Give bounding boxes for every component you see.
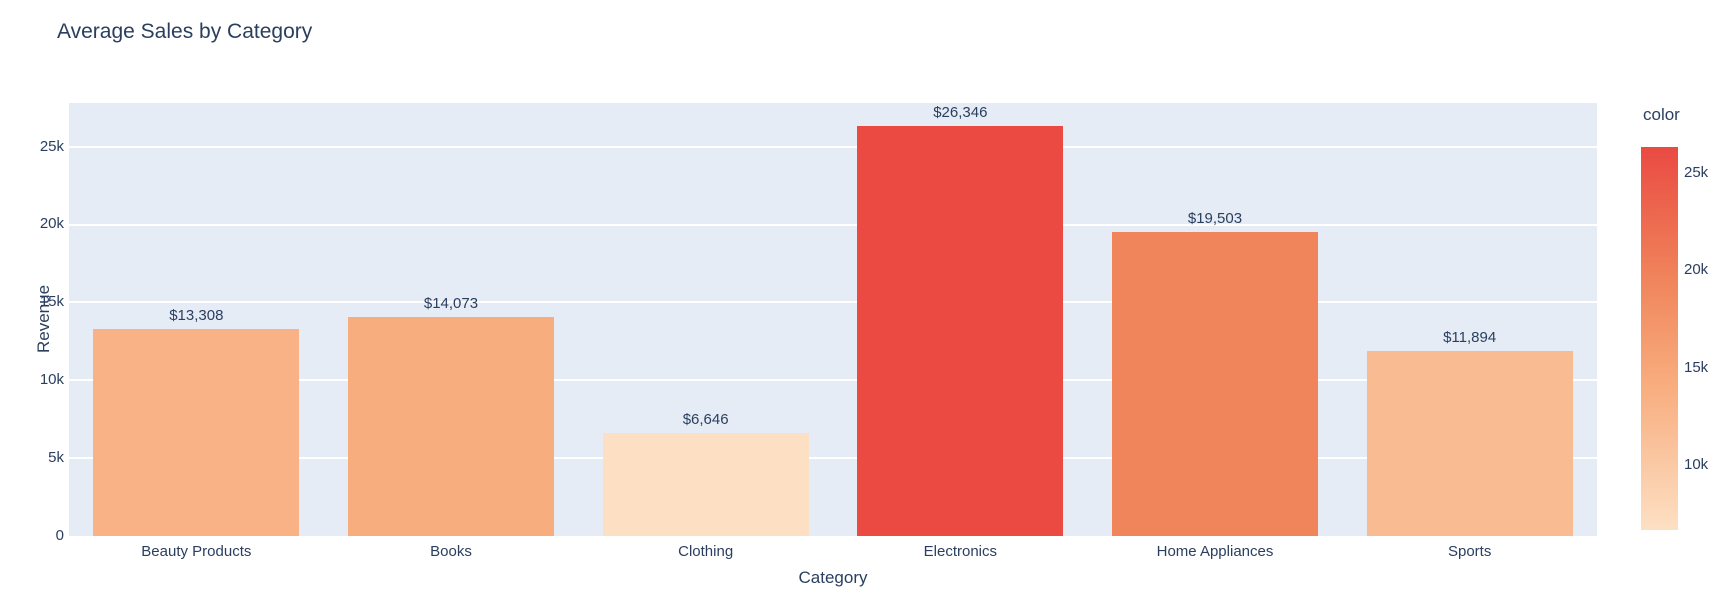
y-tick-label: 0 [55,527,64,544]
y-gridline [69,301,1597,304]
bar-value-label: $26,346 [933,103,988,121]
x-tick-label: Electronics [923,543,997,560]
y-tick-label: 10k [39,371,64,389]
y-tick-label: 15k [39,293,64,311]
bar-books[interactable] [347,316,555,536]
y-tick-label: 25k [39,137,64,155]
bar-sports[interactable] [1366,350,1573,536]
colorbar-tick-label: 10k [1684,455,1709,473]
x-tick-label: Beauty Products [141,543,252,560]
y-gridline [69,145,1597,148]
bar-value-label: $11,894 [1443,328,1497,346]
y-tick-label: 20k [39,215,64,233]
x-axis-title: Category [798,568,868,587]
colorbar-tick-label: 25k [1684,164,1709,182]
plot-area[interactable]: $13,308 $14,073 $6,646 $26,346 $19,503 $11,89… [69,103,1597,536]
x-tick-label: Sports [1447,543,1492,560]
y-gridline [69,379,1597,382]
bar-value-label: $14,073 [423,294,479,312]
y-gridline [69,223,1597,226]
y-tick-label: 5k [48,449,64,467]
bar-electronics[interactable] [857,125,1064,536]
colorbar-tick-label: 20k [1684,261,1709,279]
chart-title: Average Sales by Category [57,20,313,43]
y-gridline [69,457,1597,460]
bar-home-appliances[interactable] [1111,232,1319,536]
bar-beauty-products[interactable] [93,328,300,536]
x-tick-label: Books [430,543,472,560]
colorbar-tick-label: 15k [1684,358,1709,376]
bar-value-label: $13,308 [169,306,224,324]
bar-value-label: $19,503 [1187,210,1243,228]
colorbar-title: color [1643,105,1680,124]
colorbar-gradient [1641,147,1678,530]
x-tick-label: Home Appliances [1156,543,1274,560]
x-tick-label: Clothing [678,543,734,560]
bar-value-label: $6,646 [682,410,729,428]
bar-clothing[interactable] [602,432,809,536]
